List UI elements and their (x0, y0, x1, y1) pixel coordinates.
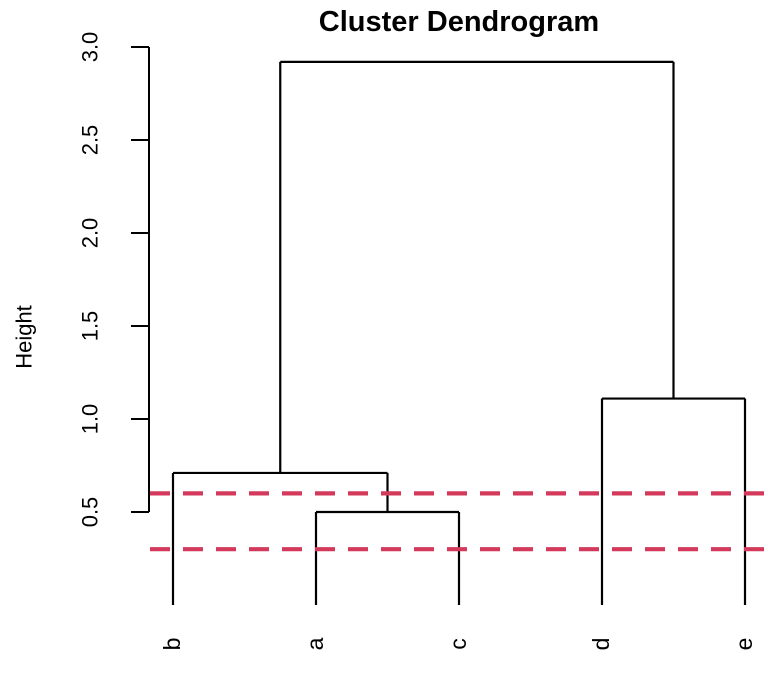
y-tick-label: 3.0 (78, 32, 103, 63)
leaf-label: e (731, 638, 757, 651)
dendrogram-tree (171, 60, 747, 605)
y-tick-label: 1.5 (78, 311, 103, 342)
leaf-label: c (445, 638, 471, 650)
y-tick-label: 0.5 (78, 497, 103, 528)
chart-title: Cluster Dendrogram (319, 6, 599, 38)
y-axis-label: Height (12, 305, 37, 369)
leaf-label: d (588, 638, 614, 651)
cut-lines (150, 491, 768, 552)
leaf-label: b (159, 638, 185, 651)
y-tick-label: 2.5 (78, 125, 103, 156)
y-axis: 0.5 1.0 1.5 2.0 2.5 3.0 (78, 32, 150, 528)
y-tick-label: 1.0 (78, 404, 103, 435)
y-tick-label: 2.0 (78, 218, 103, 249)
leaf-label: a (302, 637, 328, 650)
